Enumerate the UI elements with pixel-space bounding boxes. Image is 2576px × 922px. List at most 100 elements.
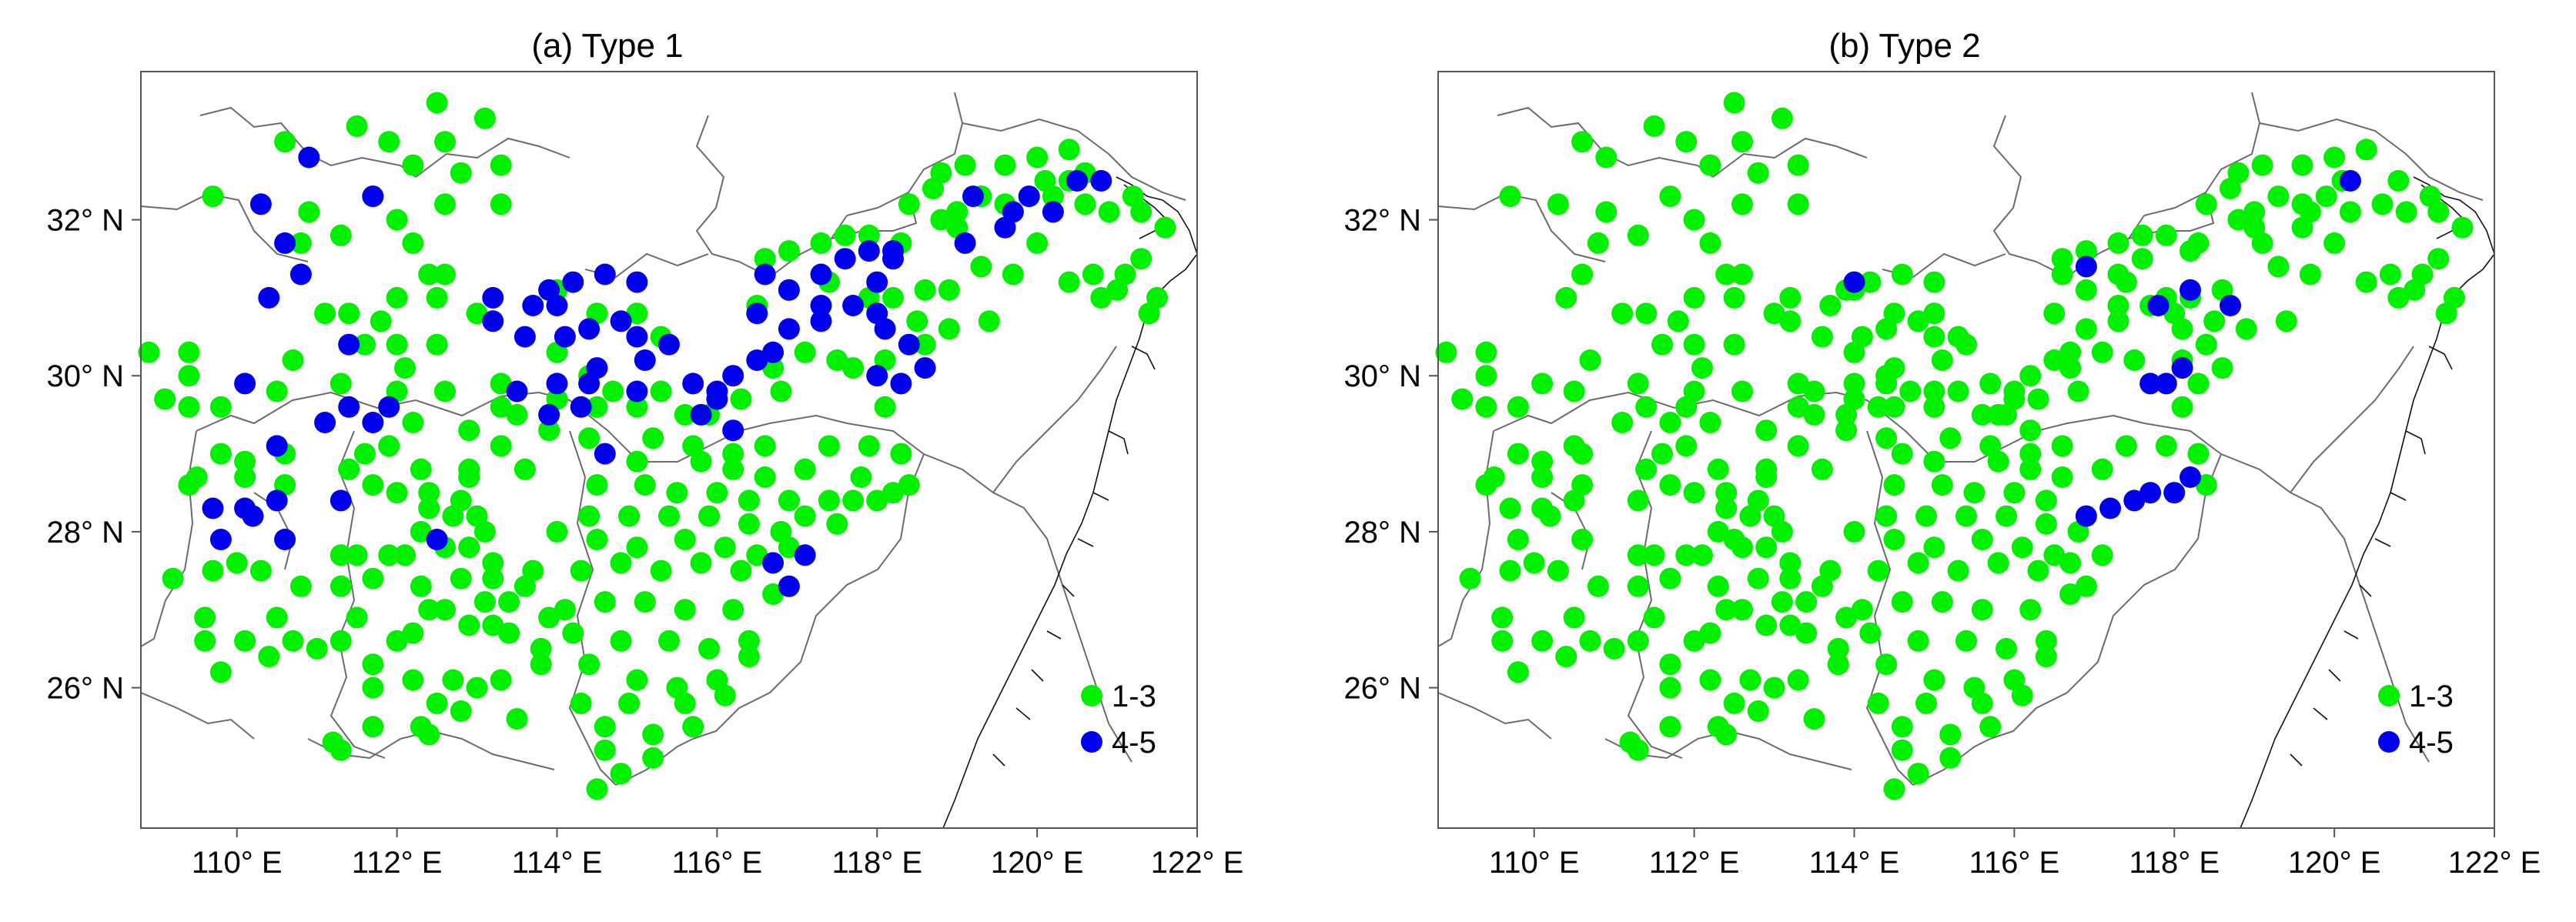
- station-point: [2011, 536, 2033, 559]
- station-point: [762, 583, 785, 605]
- y-tick-label: 26° N: [1344, 672, 1422, 706]
- station-point: [1475, 396, 1497, 418]
- station-point: [306, 637, 328, 660]
- x-tick-label: 112° E: [352, 846, 443, 880]
- station-point: [2035, 630, 2057, 652]
- station-point: [2275, 310, 2297, 332]
- station-point: [1571, 529, 1594, 550]
- station-point: [882, 286, 904, 309]
- station-point: [1683, 286, 1705, 309]
- station-point: [466, 302, 488, 325]
- station-point: [354, 333, 376, 356]
- station-point: [1843, 341, 1865, 363]
- station-point: [1587, 575, 1609, 597]
- station-point: [386, 482, 408, 504]
- station-point: [1475, 341, 1497, 363]
- station-point: [346, 544, 368, 566]
- station-point: [482, 552, 504, 574]
- station-point: [1787, 193, 1809, 215]
- station-point: [1026, 232, 1049, 254]
- station-point: [778, 318, 800, 340]
- station-point: [506, 403, 528, 426]
- station-point: [594, 443, 616, 465]
- station-point: [594, 263, 616, 286]
- station-point: [930, 209, 952, 231]
- station-point: [626, 326, 648, 348]
- station-point: [882, 482, 904, 504]
- station-point: [1611, 302, 1634, 325]
- station-point: [1595, 201, 1618, 223]
- legend-label-1-3: 1-3: [2409, 680, 2454, 713]
- station-point: [1779, 567, 1802, 590]
- station-point: [546, 295, 568, 316]
- legend-label-4-5: 4-5: [2409, 726, 2454, 760]
- station-point: [434, 599, 456, 621]
- station-point: [1499, 497, 1521, 519]
- legend-swatch-1-3: [1081, 685, 1102, 707]
- station-point: [2075, 240, 2097, 262]
- station-point: [1603, 637, 1625, 660]
- station-point: [1643, 115, 1665, 137]
- station-point: [2115, 271, 2137, 293]
- station-point: [2107, 232, 2129, 254]
- station-point: [194, 606, 216, 629]
- station-point: [2251, 154, 2273, 176]
- station-point: [1579, 349, 1601, 371]
- station-point: [346, 115, 368, 137]
- station-point: [1867, 396, 1889, 418]
- station-point: [778, 240, 800, 262]
- station-point: [1771, 107, 1793, 129]
- station-point: [426, 692, 448, 714]
- station-point: [618, 505, 640, 527]
- station-point: [1699, 154, 1721, 176]
- station-point: [1563, 435, 1585, 457]
- station-point: [1098, 201, 1120, 223]
- station-point: [1707, 575, 1729, 597]
- station-point: [1787, 396, 1809, 418]
- station-point: [1731, 131, 1753, 153]
- station-point: [1867, 692, 1889, 714]
- station-point: [1635, 302, 1658, 325]
- station-point: [842, 489, 865, 512]
- station-point: [930, 162, 952, 184]
- station-point: [586, 396, 608, 418]
- station-point: [1563, 489, 1585, 512]
- panel-b-map: [1438, 92, 2494, 828]
- station-point: [322, 731, 344, 753]
- station-point: [1779, 310, 1802, 332]
- station-point: [890, 372, 912, 395]
- station-point: [450, 567, 472, 590]
- station-point: [1122, 185, 1144, 208]
- station-point: [1779, 614, 1802, 636]
- station-point: [738, 646, 760, 668]
- station-point: [258, 286, 280, 309]
- station-point: [1627, 575, 1649, 597]
- station-point: [914, 333, 936, 356]
- station-point: [450, 700, 472, 722]
- station-point: [882, 240, 904, 262]
- station-point: [370, 310, 392, 332]
- station-point: [594, 716, 616, 738]
- station-point: [2059, 583, 2082, 605]
- station-point: [1843, 520, 1865, 543]
- station-point: [834, 224, 856, 246]
- station-point: [298, 201, 320, 223]
- station-point: [1090, 286, 1112, 309]
- station-point: [626, 536, 648, 559]
- station-point: [289, 232, 312, 254]
- station-point: [1715, 497, 1738, 519]
- station-point: [498, 591, 520, 613]
- station-point: [2131, 224, 2153, 246]
- station-point: [249, 193, 272, 215]
- station-point: [178, 365, 200, 387]
- x-tick-label: 118° E: [2129, 846, 2220, 880]
- y-tick-label: 28° N: [47, 516, 125, 550]
- station-point: [1475, 474, 1497, 496]
- station-point: [1915, 505, 1937, 527]
- panel-b-title: (b) Type 2: [1828, 27, 1980, 65]
- station-point: [2315, 185, 2337, 208]
- station-point: [1971, 403, 1993, 426]
- station-point: [338, 302, 360, 325]
- station-point: [442, 669, 464, 691]
- station-point: [1827, 637, 1849, 660]
